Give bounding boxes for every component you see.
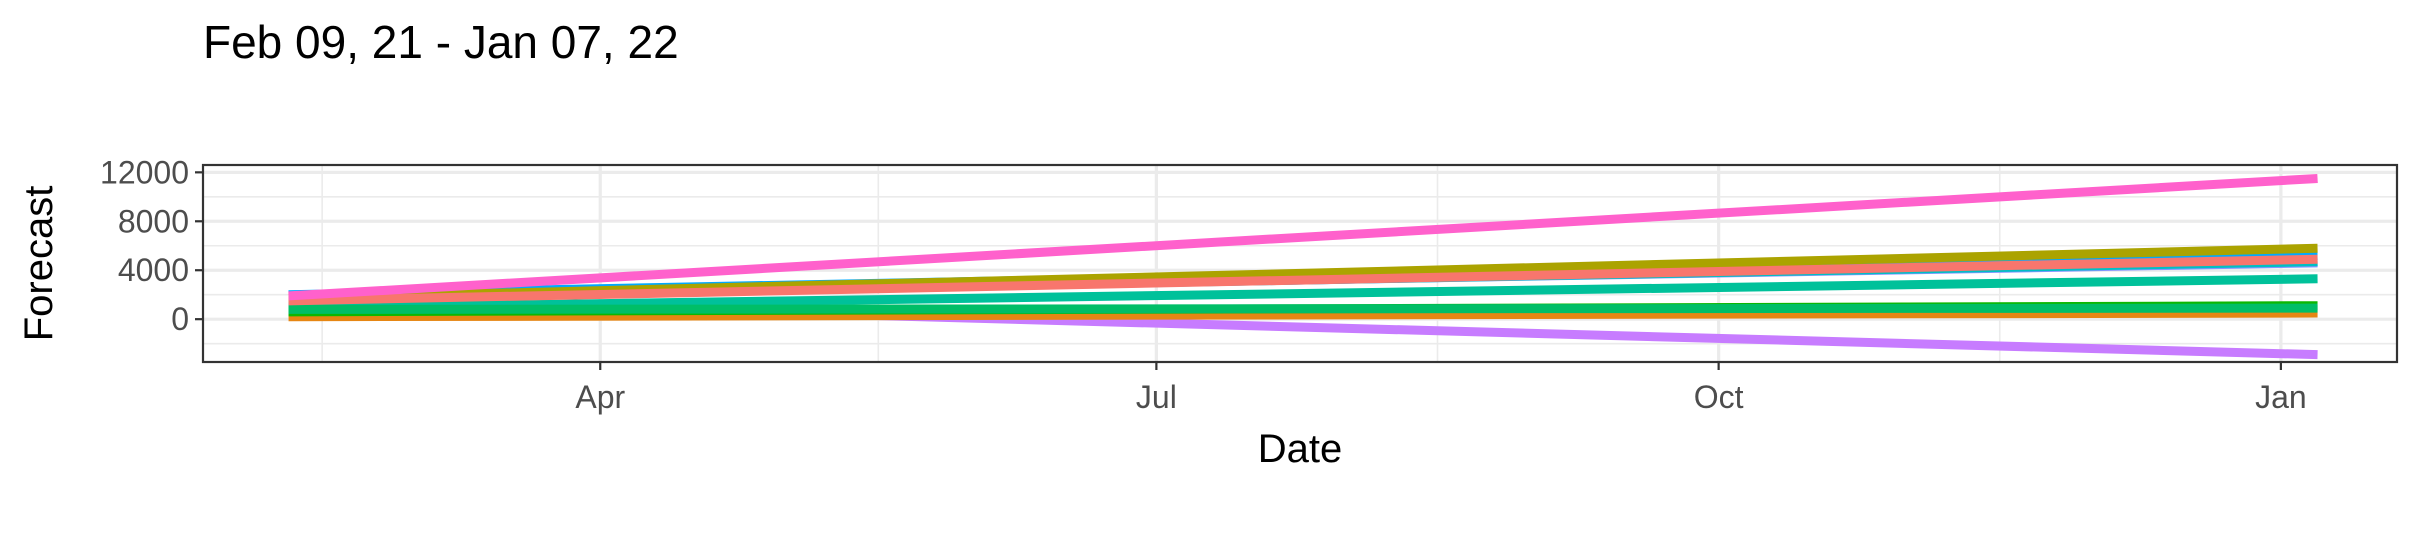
x-tick-label: Apr [575, 379, 625, 415]
series-layer [288, 173, 2318, 360]
x-tick-label: Jan [2255, 379, 2307, 415]
y-axis-title: Forecast [17, 186, 61, 342]
series-line [288, 274, 2318, 313]
y-axis: 0 4000 8000 12000 [100, 154, 203, 337]
x-tick-label: Jul [1136, 379, 1177, 415]
y-tick-label: 0 [171, 301, 189, 337]
panel-border [201, 163, 2399, 364]
y-tick-label: 8000 [118, 203, 189, 239]
y-tick-label: 12000 [100, 154, 189, 190]
y-tick-label: 4000 [118, 252, 189, 288]
x-axis: Apr Jul Oct Jan [575, 362, 2307, 415]
x-axis-title: Date [1258, 427, 1343, 471]
chart-title: Feb 09, 21 - Jan 07, 22 [203, 16, 679, 68]
series-line [288, 254, 2318, 306]
series-line [288, 303, 2318, 314]
series-line [288, 308, 2318, 322]
plot-panel [201, 163, 2399, 364]
x-tick-label: Oct [1694, 379, 1744, 415]
series-line [288, 173, 2318, 301]
